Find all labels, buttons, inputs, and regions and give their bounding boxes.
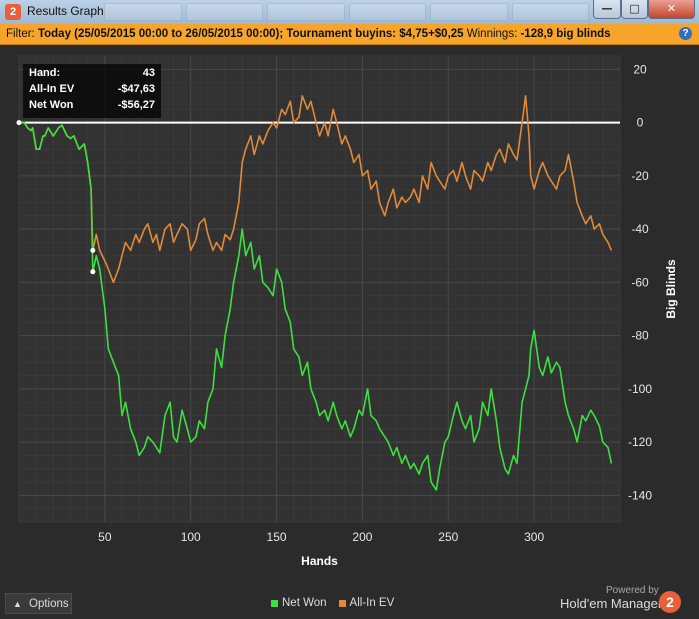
y-tick-label: 20 [633,62,647,76]
chart-markers [16,120,96,275]
chart-grid [18,55,621,523]
start-marker [16,120,22,126]
winnings-label: Winnings: [466,28,518,40]
legend-swatch-net-won [271,599,278,607]
y-tick-label: 0 [637,116,644,130]
hand-value: 43 [142,67,155,79]
legend-item-all-in-ev[interactable]: All-In EV [338,597,395,609]
legend-item-net-won[interactable]: Net Won [271,597,327,609]
filter-summary: Filter: Today (25/05/2015 00:00 to 26/05… [6,24,611,44]
brand-logo-icon: 2 [659,591,681,613]
filter-bar[interactable]: Filter: Today (25/05/2015 00:00 to 26/05… [0,24,699,45]
window-title: Results Graph [27,4,104,18]
x-tick-label: 200 [352,530,372,544]
close-icon: ✕ [666,2,677,15]
background-tab [104,3,182,21]
x-tick-label: 300 [524,530,544,544]
all-in-ev-label: All-In EV [29,83,75,95]
minimize-icon: — [601,2,613,15]
x-tick-label: 250 [438,530,458,544]
minimize-button[interactable]: — [593,0,621,19]
y-tick-label: -140 [628,488,652,502]
chart-series [19,95,613,491]
x-axis-label: Hands [301,554,338,568]
hm2-logo-icon: 2 [5,4,21,20]
net-won-value: -$56,27 [117,99,155,111]
maximize-button[interactable]: □ [621,0,648,19]
winnings-value: -128,9 big blinds [520,28,611,40]
y-tick-label: -80 [631,329,649,343]
legend-label-all-in-ev: All-In EV [349,597,395,609]
y-tick-label: -60 [631,275,649,289]
background-tab [267,3,345,21]
legend-label-net-won: Net Won [282,597,327,609]
options-label: Options [29,598,69,610]
hand-marker [90,269,96,275]
info-row-ev: All-In EV -$47,63 [29,83,155,99]
filter-text: Today (25/05/2015 00:00 to 26/05/2015 00… [37,28,464,40]
background-tab [348,3,426,21]
series-line-net-won [19,121,613,491]
brand-name: Hold'em Manager [560,596,663,611]
help-icon[interactable]: ? [679,27,692,40]
filter-prefix: Filter: [6,28,35,40]
powered-by-text: Powered by [606,585,659,596]
close-button[interactable]: ✕ [648,0,695,19]
hand-label: Hand: [29,67,61,79]
hand-marker [90,247,96,253]
x-tick-label: 150 [267,530,287,544]
chart-axes: 50 100 150 200 250 300200-20-40-60-80-100-120… [98,62,652,544]
x-tick-label: 50 [98,530,112,544]
background-tab [511,3,589,21]
background-tab [430,3,508,21]
maximize-icon: □ [629,2,640,15]
plot-area [18,55,621,523]
series-line-all-in-ev [19,95,613,284]
info-row-net: Net Won -$56,27 [29,99,155,115]
legend-swatch-all-in-ev [338,599,346,607]
title-bar: 2 Results Graph — □ ✕ [0,0,699,25]
chart-legend: Net Won All-In EV [271,597,394,609]
y-tick-label: -20 [631,169,649,183]
x-tick-label: 100 [181,530,201,544]
results-chart[interactable]: 50 100 150 200 250 300200-20-40-60-80-100-120… [0,45,699,593]
y-tick-label: -120 [628,435,652,449]
y-tick-label: -40 [631,222,649,236]
hand-info-box: Hand: 43 All-In EV -$47,63 Net Won -$56,… [23,64,161,118]
y-tick-label: -100 [628,382,652,396]
all-in-ev-value: -$47,63 [117,83,155,95]
chevron-up-icon: ▲ [13,599,22,609]
y-axis-label: Big Blinds [664,259,678,319]
info-row-hand: Hand: 43 [29,67,155,83]
options-button[interactable]: ▲ Options [5,593,72,614]
background-tabs [104,3,589,21]
net-won-label: Net Won [29,99,74,111]
background-tab [185,3,263,21]
